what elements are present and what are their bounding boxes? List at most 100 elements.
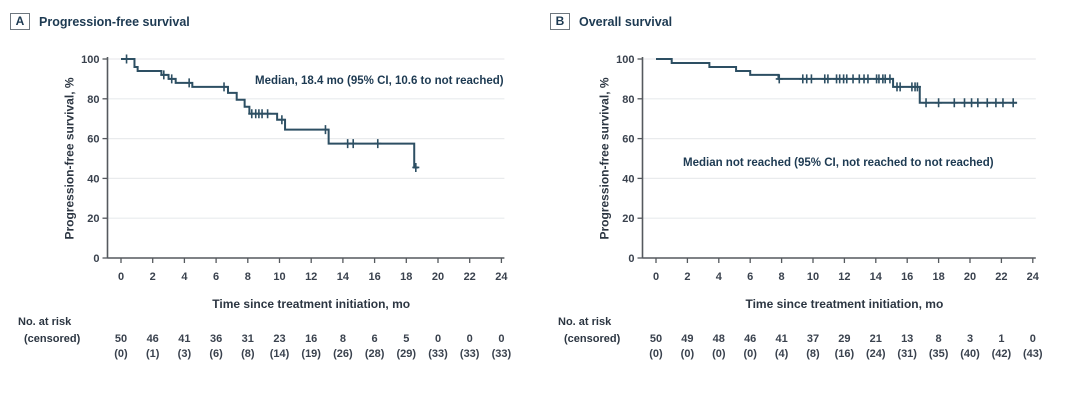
censor-mark [864, 74, 872, 84]
at-risk-count: 23 [273, 333, 285, 345]
at-risk-count: 21 [870, 333, 882, 345]
censor-mark [935, 98, 943, 108]
censor-mark [922, 98, 930, 108]
x-tick-label-8: 8 [245, 271, 251, 283]
risk-table-row1-label: No. at risk [558, 316, 612, 328]
at-risk-count: 31 [242, 333, 254, 345]
x-tick-label-4: 4 [181, 271, 188, 283]
censored-count: (0) [712, 348, 726, 360]
censor-mark [123, 54, 131, 64]
censor-mark [264, 109, 272, 119]
censored-count: (40) [960, 348, 980, 360]
censor-mark [412, 162, 420, 172]
censor-mark [160, 70, 168, 80]
censored-count: (1) [146, 348, 160, 360]
x-tick-label-0: 0 [653, 271, 659, 283]
censor-mark [950, 98, 958, 108]
median-annotation: Median not reached (95% CI, not reached … [683, 157, 994, 169]
censored-count: (26) [333, 348, 353, 360]
at-risk-count: 0 [1030, 333, 1036, 345]
y-tick-label-40: 40 [87, 173, 99, 185]
at-risk-count: 37 [807, 333, 819, 345]
at-risk-count: 0 [435, 333, 441, 345]
censor-mark [220, 82, 228, 92]
x-axis-title: Time since treatment initiation, mo [745, 297, 943, 311]
at-risk-count: 46 [744, 333, 756, 345]
x-tick-label-20: 20 [964, 271, 976, 283]
y-axis-title: Progression-free survival, % [63, 77, 77, 239]
x-tick-label-24: 24 [1027, 271, 1040, 283]
x-tick-label-24: 24 [495, 271, 508, 283]
panel-b-header: B Overall survival [550, 13, 672, 30]
censored-count: (3) [178, 348, 192, 360]
x-tick-label-10: 10 [273, 271, 285, 283]
censor-mark [168, 74, 176, 84]
y-tick-label-60: 60 [622, 134, 634, 146]
y-axis-title: Progression-free survival, % [598, 77, 612, 239]
censored-count: (0) [743, 348, 757, 360]
at-risk-count: 1 [998, 333, 1004, 345]
at-risk-count: 0 [498, 333, 504, 345]
censor-mark [961, 98, 969, 108]
y-tick-label-100: 100 [616, 54, 634, 66]
at-risk-count: 5 [403, 333, 409, 345]
x-tick-label-2: 2 [150, 271, 156, 283]
censor-mark [999, 98, 1007, 108]
at-risk-count: 8 [936, 333, 942, 345]
panel-a: A Progression-free survival 0 20 40 60 80 100… [10, 13, 512, 360]
y-tick-label-60: 60 [87, 134, 99, 146]
censored-count: (29) [397, 348, 417, 360]
censor-mark [321, 125, 329, 135]
at-risk-count: 16 [305, 333, 317, 345]
censored-count: (33) [460, 348, 480, 360]
x-tick-label-4: 4 [716, 271, 723, 283]
censored-count: (19) [301, 348, 321, 360]
x-tick-label-12: 12 [305, 271, 317, 283]
censor-mark [886, 74, 894, 84]
censor-mark [775, 74, 783, 84]
at-risk-count: 41 [178, 333, 190, 345]
y-tick-label-20: 20 [87, 213, 99, 225]
x-tick-label-20: 20 [432, 271, 444, 283]
x-tick-label-18: 18 [932, 271, 944, 283]
y-tick-label-0: 0 [93, 253, 99, 265]
x-tick-label-8: 8 [779, 271, 785, 283]
censor-mark [374, 139, 382, 149]
x-tick-label-12: 12 [838, 271, 850, 283]
panel-b-letter-badge: B [550, 13, 570, 30]
panel-a-letter-badge: A [10, 13, 30, 30]
censor-mark [807, 74, 815, 84]
y-tick-label-80: 80 [622, 94, 634, 106]
censored-count: (24) [866, 348, 886, 360]
panel-a-title: Progression-free survival [39, 14, 190, 29]
censored-count: (6) [209, 348, 223, 360]
x-tick-label-2: 2 [684, 271, 690, 283]
y-tick-label-0: 0 [628, 253, 634, 265]
censor-mark [974, 98, 982, 108]
censor-mark [913, 82, 921, 92]
x-tick-label-6: 6 [747, 271, 753, 283]
panel-a-header: A Progression-free survival [10, 13, 190, 30]
risk-table-row1-label: No. at risk [18, 316, 72, 328]
at-risk-count: 6 [372, 333, 378, 345]
risk-table-row2-label: (censored) [564, 333, 621, 345]
censored-count: (8) [806, 348, 820, 360]
x-tick-label-16: 16 [901, 271, 913, 283]
x-tick-label-0: 0 [118, 271, 124, 283]
censored-count: (35) [929, 348, 949, 360]
y-tick-label-80: 80 [87, 94, 99, 106]
x-tick-label-10: 10 [807, 271, 819, 283]
censored-count: (8) [241, 348, 255, 360]
x-tick-label-22: 22 [995, 271, 1007, 283]
censor-mark [349, 139, 357, 149]
censored-count: (43) [1023, 348, 1043, 360]
at-risk-count: 41 [775, 333, 787, 345]
km-curve [656, 58, 1018, 104]
x-tick-label-14: 14 [870, 271, 883, 283]
censored-count: (28) [365, 348, 385, 360]
x-tick-label-16: 16 [368, 271, 380, 283]
censored-count: (0) [681, 348, 695, 360]
censor-mark [824, 74, 832, 84]
x-tick-label-22: 22 [464, 271, 476, 283]
